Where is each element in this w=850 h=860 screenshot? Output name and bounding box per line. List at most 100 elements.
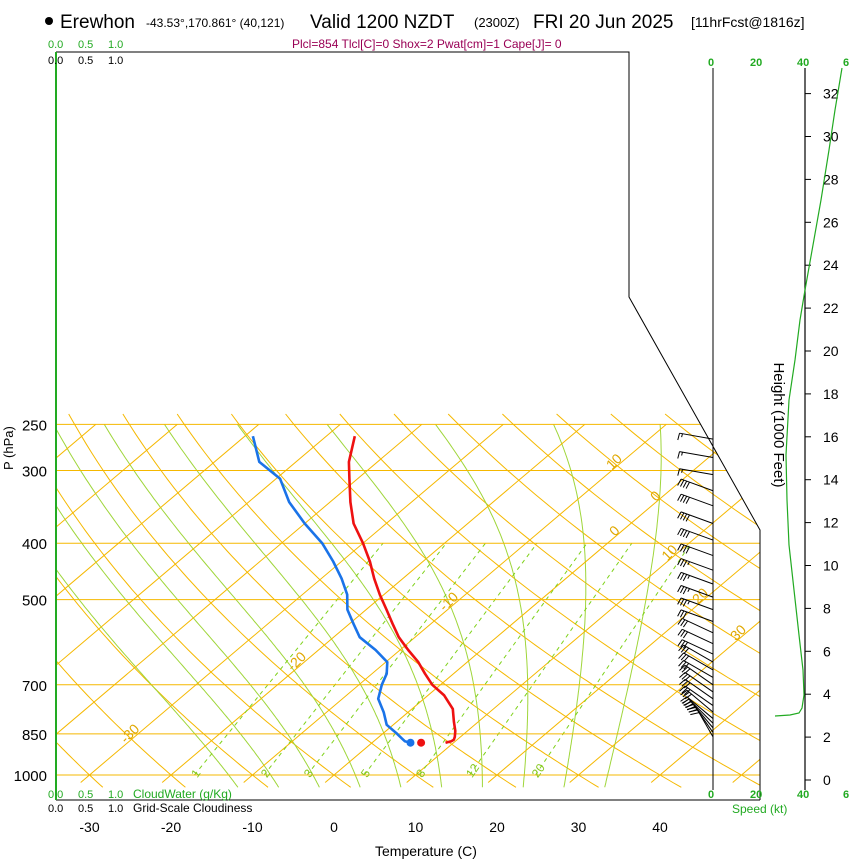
mixing-ratio-label: 2 (258, 766, 273, 780)
barb-flag (680, 654, 687, 661)
barb-flag (678, 652, 684, 659)
height-tick-label: 24 (823, 257, 839, 273)
isotherm-line (80, 423, 504, 783)
barb-flag (683, 675, 691, 682)
cloudwater-profile (774, 67, 843, 717)
barb-staff (679, 432, 714, 440)
barb-flag (682, 560, 688, 568)
barb-half-flag (681, 469, 683, 473)
barb-flag (682, 691, 690, 698)
barb-flag (682, 641, 689, 649)
pressure-tick-label: 850 (22, 727, 47, 744)
barb-flag (685, 531, 690, 539)
barb-flag (683, 682, 691, 689)
surface-dewpoint-dot (406, 738, 415, 747)
height-tick-label: 26 (823, 214, 839, 230)
isotherm-line (56, 423, 260, 783)
barb-flag (683, 689, 691, 696)
mixing-ratio-label: 8 (413, 766, 428, 780)
speed-axis: 0 20 40 0 20 40 Speed (kt) 6 6 (708, 57, 849, 816)
barb-flag (690, 712, 700, 716)
isotherm-label: 0 (647, 487, 664, 504)
isotherm-line (161, 423, 586, 783)
wind-barb (687, 706, 714, 738)
barb-staff (680, 543, 714, 557)
wind-barb (677, 493, 714, 507)
moist-adiabat (103, 424, 361, 788)
dry-adiabat (502, 413, 760, 788)
barb-flag (685, 546, 690, 554)
barb-flag (677, 629, 683, 636)
height-tick-label: 28 (823, 171, 839, 187)
cloud-scale-top-black-2: 1.0 (108, 55, 123, 67)
isotherm-label: -10 (436, 588, 462, 614)
height-tick-label: 16 (823, 429, 839, 445)
x-tick-label: 30 (571, 819, 587, 835)
mixing-ratio-lines (194, 542, 692, 776)
cloud-scale-top-black-0: 0.0 (48, 55, 63, 67)
forecast-date: FRI 20 Jun 2025 (533, 12, 673, 33)
moist-adiabat (56, 429, 280, 788)
barb-flag (682, 599, 688, 607)
barb-flag (680, 610, 685, 618)
cloud-top-6: 6 (843, 57, 849, 69)
barb-flag (679, 664, 686, 671)
wind-barb (678, 644, 714, 663)
pressure-tick-label: 250 (22, 417, 47, 434)
cloud-scale-top: 0.0 0.5 1.0 0.0 0.5 1.0 (48, 39, 123, 67)
dry-adiabat (230, 413, 682, 788)
moist-adiabat (164, 424, 402, 788)
wind-barb (677, 585, 714, 598)
x-axis-label: Temperature (C) (375, 843, 477, 859)
chart-header: Erewhon -43.53°,170.861° (40,121) Valid … (45, 12, 805, 51)
valid-time: Valid 1200 NZDT (310, 12, 455, 33)
height-tick-label: 8 (823, 600, 831, 616)
isotherm-line (569, 423, 760, 783)
height-tick-label: 20 (823, 343, 839, 359)
wind-barb (677, 639, 714, 655)
isotherm-line (487, 423, 760, 783)
cloud-scale-top-green-2: 1.0 (108, 39, 123, 51)
dry-adiabat (56, 413, 186, 788)
height-tick-label: 32 (823, 86, 839, 102)
wind-barb (679, 671, 714, 693)
dry-adiabat (393, 413, 760, 788)
cloud-bottom-6: 6 (843, 789, 849, 801)
height-axis-label: Height (1000 Feet) (770, 362, 787, 487)
barb-flag (677, 478, 682, 486)
speed-top-20: 20 (750, 57, 762, 69)
barb-flag (680, 640, 686, 648)
barb-flag (677, 618, 683, 625)
barb-flag (677, 639, 683, 647)
barb-flag (680, 494, 685, 502)
barb-flag (685, 481, 690, 489)
barb-flag (680, 573, 685, 581)
pressure-tick-label: 700 (22, 678, 47, 695)
wind-barb (677, 609, 714, 622)
dry-adiabat (447, 413, 760, 788)
mixing-ratio-line (535, 542, 692, 776)
wind-barb (677, 543, 714, 557)
barb-flag (682, 574, 688, 582)
barb-flag (682, 620, 689, 628)
barb-flag (682, 611, 688, 619)
moist-adiabat (326, 424, 483, 788)
dry-adiabat (56, 413, 269, 788)
barb-half-flag (681, 451, 683, 456)
barb-half-flag (687, 588, 690, 593)
isotherm-label: 30 (727, 621, 749, 643)
wind-barb (677, 628, 714, 645)
moist-adiabat (56, 424, 320, 788)
barb-flag (682, 480, 688, 488)
barb-flag (680, 544, 685, 552)
dewpoint-trace (251, 435, 411, 744)
barb-flag (677, 433, 681, 441)
barb-flag (682, 587, 688, 595)
isotherm-line (650, 423, 760, 783)
barb-flag (688, 709, 698, 713)
barb-flag (677, 558, 682, 566)
moist-adiabats (56, 424, 662, 788)
mixing-ratio-line (419, 542, 588, 776)
x-axis-ticks: -30 -20 -10 0 10 20 30 40 (79, 819, 668, 835)
